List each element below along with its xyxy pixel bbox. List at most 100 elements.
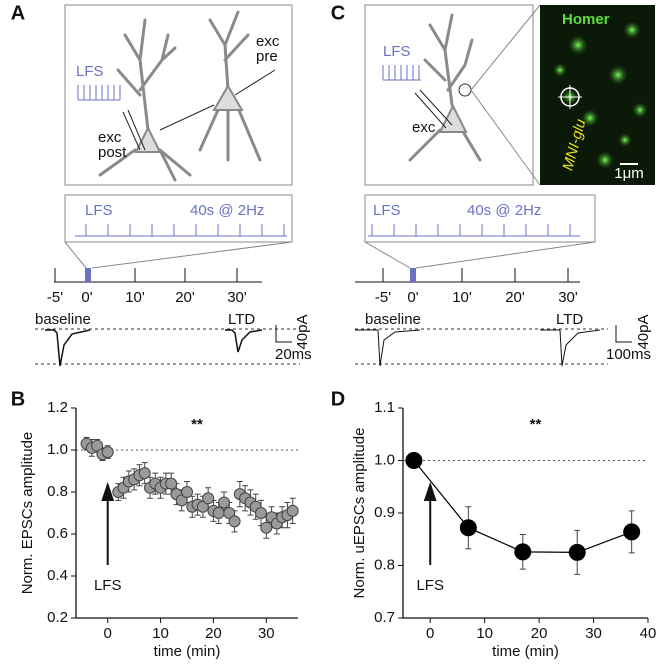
- trace: [45, 329, 263, 367]
- cell-label: exc: [256, 33, 280, 50]
- panel-label: C: [331, 2, 345, 24]
- point: [459, 519, 477, 537]
- timeline-marker: [410, 268, 416, 282]
- uncaging-spot: [458, 83, 472, 97]
- soma: [212, 84, 244, 111]
- image-scale-label: 1μm: [614, 165, 643, 182]
- y-tick-label: 0.7: [374, 609, 395, 626]
- panel-label: A: [11, 2, 25, 24]
- arrow-label: LFS: [416, 577, 444, 594]
- timeline-label: 0': [81, 289, 92, 306]
- cell-label: pre: [256, 48, 278, 65]
- y-axis-label: Norm. uEPSCs amplitude: [351, 428, 368, 599]
- point: [175, 494, 188, 507]
- arrow-label: LFS: [94, 577, 122, 594]
- x-tick-label: 30: [585, 625, 602, 642]
- timeline-marker: [85, 268, 91, 282]
- protocol-box: [64, 194, 293, 243]
- y-tick-label: 1.2: [47, 399, 68, 416]
- point: [165, 477, 178, 490]
- protocol-label: LFS: [85, 202, 113, 219]
- target-cross: [558, 85, 582, 109]
- y-tick-label: 1.0: [47, 441, 68, 458]
- point: [218, 496, 230, 509]
- panel-label: B: [11, 388, 25, 410]
- protocol-box: [364, 194, 596, 243]
- point: [101, 446, 114, 459]
- point: [255, 507, 267, 519]
- x-tick-label: 10: [152, 625, 169, 642]
- y-tick-label: 1.1: [374, 399, 395, 416]
- scale-label: 20ms: [275, 346, 312, 363]
- soma: [134, 125, 162, 153]
- point: [286, 504, 299, 517]
- trace-label: baseline: [35, 311, 91, 328]
- point: [514, 543, 532, 561]
- zoom-lines: [470, 4, 541, 186]
- neuron: [98, 18, 192, 182]
- panel-a: A LFS exc post exc pre LFS 40s @ 2Hz -5'…: [11, 2, 312, 367]
- timeline-label: -5': [375, 289, 391, 306]
- y-tick-label: 0.8: [47, 483, 68, 500]
- point: [212, 507, 225, 519]
- timeline-label: -5': [47, 289, 63, 306]
- electrode: [414, 89, 453, 129]
- arrow: [423, 481, 437, 565]
- protocol-label: LFS: [373, 202, 401, 219]
- stim-icon: [382, 65, 421, 81]
- scale-bar: [615, 325, 632, 343]
- annotation: **: [191, 416, 203, 433]
- cell-label: exc: [98, 129, 122, 146]
- annotation: **: [530, 416, 542, 433]
- y-tick-label: 1.0: [374, 451, 395, 468]
- point: [568, 543, 586, 561]
- x-tick-label: 20: [205, 625, 222, 642]
- soma: [438, 103, 468, 133]
- reference-dashes: [355, 328, 608, 365]
- timeline-label: 30': [227, 289, 247, 306]
- point: [405, 452, 423, 469]
- point: [223, 507, 236, 519]
- scale-label: 40pA: [294, 314, 311, 349]
- trace-label: baseline: [365, 311, 421, 328]
- electrodes: [122, 69, 276, 151]
- timeline: [355, 268, 580, 283]
- arrow: [101, 481, 115, 565]
- scale-label: 40pA: [635, 314, 652, 349]
- point: [138, 467, 151, 480]
- timeline-label: 10': [125, 289, 145, 306]
- panel-label: D: [331, 388, 345, 410]
- stim-icon: [77, 85, 121, 101]
- point: [202, 492, 215, 505]
- zoom-lines: [64, 241, 293, 269]
- timeline-label: 20': [175, 289, 195, 306]
- trace-label: LTD: [228, 311, 255, 328]
- neuron: [408, 13, 482, 162]
- y-tick-label: 0.8: [374, 556, 395, 573]
- y-axis-label: Norm. EPSCs amplitude: [19, 432, 36, 595]
- point: [260, 521, 273, 534]
- reference-dashes: [35, 328, 300, 365]
- trace-label: LTD: [556, 311, 583, 328]
- icon-label: LFS: [76, 63, 104, 80]
- point: [623, 523, 641, 541]
- icon-label: LFS: [383, 43, 411, 60]
- scale-label: 100ms: [606, 346, 651, 363]
- x-tick-label: 30: [258, 625, 275, 642]
- x-tick-label: 20: [531, 625, 548, 642]
- timeline-label: 10': [452, 289, 472, 306]
- timeline-label: 20': [505, 289, 525, 306]
- zoom-lines: [364, 241, 596, 269]
- protocol-pulses: [368, 224, 580, 237]
- y-tick-label: 0.2: [47, 609, 68, 626]
- cell-label: exc: [412, 119, 436, 136]
- point: [196, 500, 209, 513]
- diagram-box: [364, 4, 534, 186]
- puncta: [553, 21, 648, 169]
- scale-bar: [275, 325, 292, 343]
- y-tick-label: 0.4: [47, 567, 68, 584]
- neuron: [198, 10, 262, 162]
- x-tick-label: 0: [426, 625, 434, 642]
- timeline-label: 30': [558, 289, 578, 306]
